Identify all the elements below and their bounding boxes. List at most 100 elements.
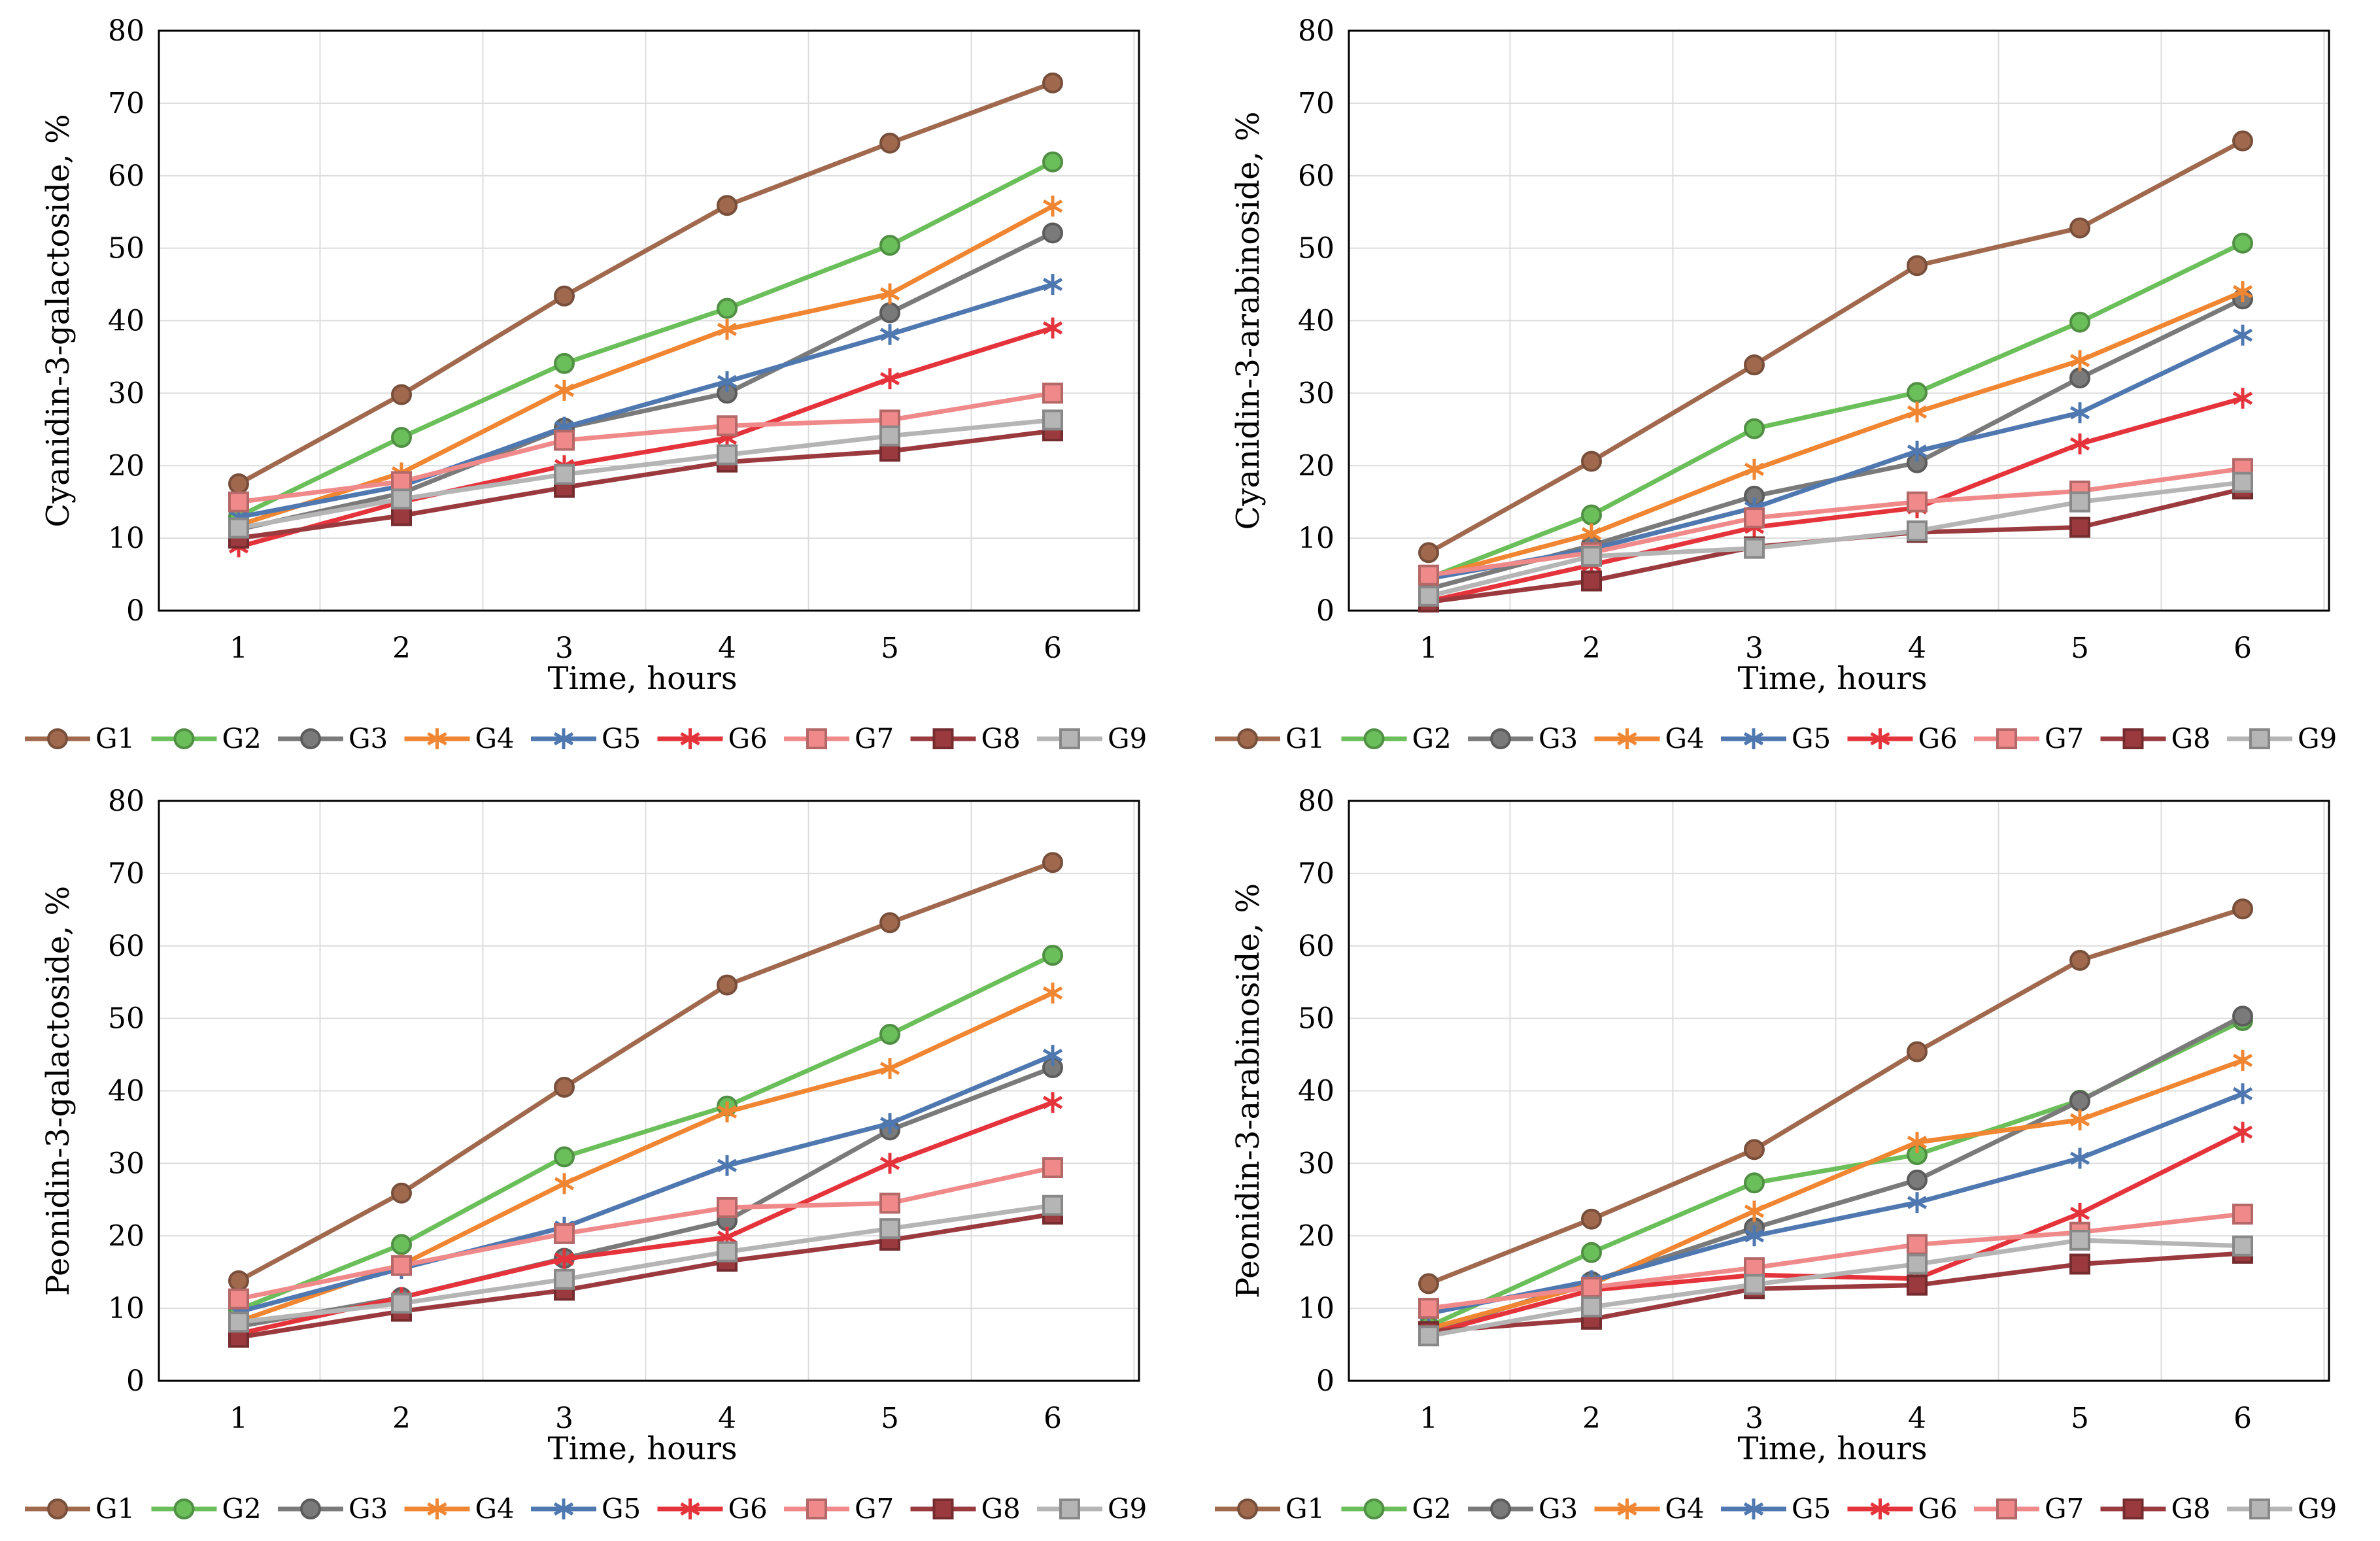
data-point bbox=[391, 1293, 412, 1314]
legend-label: G3 bbox=[348, 1493, 388, 1525]
series-g7 bbox=[228, 382, 1063, 513]
data-point bbox=[2232, 898, 2253, 920]
legend-marker bbox=[1059, 1499, 1080, 1519]
x-tick-label: 6 bbox=[1044, 1402, 1062, 1435]
data-point bbox=[1581, 1242, 1602, 1263]
y-tick-label: 20 bbox=[108, 1219, 144, 1253]
legend-item-g3: G3 bbox=[278, 722, 388, 754]
legend-item-g6: G6 bbox=[1847, 722, 1958, 754]
chart-svg: 0 10 20 30 40 50 60 70 80 1 2 3 4 5 6 Time, hours Cyanid… bbox=[1215, 14, 2337, 754]
data-point bbox=[228, 517, 249, 539]
data-point bbox=[1042, 1157, 1063, 1179]
data-point bbox=[2069, 1202, 2090, 1224]
data-point bbox=[1907, 520, 1928, 542]
legend-item-g6: G6 bbox=[657, 1493, 768, 1525]
legend-marker bbox=[680, 728, 700, 749]
data-point bbox=[391, 505, 412, 526]
legend-marker bbox=[1363, 728, 1385, 749]
x-tick-label: 5 bbox=[881, 1402, 899, 1435]
data-point bbox=[879, 425, 900, 447]
series-line-g1 bbox=[1427, 906, 2244, 1286]
series-g2 bbox=[228, 151, 1063, 527]
legend-marker bbox=[1059, 728, 1080, 749]
legend-marker bbox=[806, 1499, 827, 1519]
data-point bbox=[2232, 1049, 2253, 1071]
series-line-g7 bbox=[1428, 466, 2243, 578]
legend-item-g5: G5 bbox=[1721, 722, 1831, 754]
x-tick-label: 4 bbox=[718, 632, 736, 665]
legend-label: G6 bbox=[1918, 722, 1958, 754]
data-point bbox=[554, 464, 575, 485]
y-tick-label: 10 bbox=[108, 1292, 144, 1325]
x-tick-label: 2 bbox=[1582, 1402, 1601, 1435]
legend-marker bbox=[553, 728, 574, 749]
y-axis-label: Peonidin-3-arabinoside, % bbox=[1230, 883, 1266, 1298]
data-point bbox=[1907, 1253, 1928, 1275]
series-g1 bbox=[1418, 130, 2253, 564]
series-line-g9 bbox=[238, 417, 1053, 531]
legend-marker bbox=[1617, 1499, 1637, 1519]
x-axis-label: Time, hours bbox=[1737, 660, 1927, 697]
data-point bbox=[879, 1024, 900, 1045]
x-tick-label: 2 bbox=[392, 632, 411, 665]
data-point bbox=[1744, 1172, 1765, 1194]
data-point bbox=[391, 488, 412, 510]
series-line-g1 bbox=[237, 860, 1054, 1283]
series-g9 bbox=[1418, 1229, 2253, 1347]
y-tick-label: 10 bbox=[1298, 1292, 1334, 1325]
x-tick-label: 3 bbox=[555, 1402, 573, 1435]
series-g4 bbox=[1418, 281, 2253, 588]
series-line-g5 bbox=[1428, 333, 2244, 581]
data-point bbox=[879, 235, 900, 256]
data-point bbox=[1042, 382, 1063, 404]
legend-label: G6 bbox=[728, 722, 768, 754]
data-point bbox=[228, 1288, 249, 1310]
y-tick-label: 40 bbox=[108, 305, 144, 338]
legend-label: G4 bbox=[1665, 1493, 1705, 1525]
data-point bbox=[1042, 409, 1063, 431]
x-tick-label: 5 bbox=[2071, 632, 2089, 665]
data-point bbox=[391, 1234, 412, 1255]
legend-marker bbox=[2249, 1499, 2270, 1519]
y-tick-label: 50 bbox=[108, 232, 144, 265]
data-point bbox=[1907, 401, 1928, 423]
x-tick-label: 6 bbox=[2234, 1402, 2252, 1435]
data-point bbox=[2069, 1091, 2090, 1112]
y-axis-label: Peonidin-3-galactoside, % bbox=[40, 886, 76, 1296]
y-tick-label: 20 bbox=[1298, 449, 1334, 483]
data-point bbox=[554, 430, 575, 451]
series-line-g8 bbox=[238, 428, 1053, 541]
plot-frame bbox=[158, 800, 1140, 1382]
data-point bbox=[2069, 433, 2090, 454]
series-g1 bbox=[228, 72, 1063, 494]
legend-label: G2 bbox=[222, 722, 262, 754]
data-point bbox=[1744, 537, 1765, 559]
data-point bbox=[879, 1153, 900, 1174]
data-point bbox=[391, 1182, 412, 1204]
legend-item-g7: G7 bbox=[784, 1493, 894, 1525]
data-point bbox=[1418, 564, 1439, 586]
legend-marker bbox=[1237, 1499, 1258, 1519]
data-point bbox=[1744, 458, 1765, 480]
legend-marker bbox=[2122, 728, 2144, 749]
x-tick-label: 3 bbox=[555, 632, 573, 665]
y-tick-label: 20 bbox=[108, 449, 144, 483]
legend-marker bbox=[1617, 728, 1637, 749]
series-line-g7 bbox=[238, 390, 1053, 505]
series-line-g9 bbox=[238, 1203, 1053, 1325]
legend-item-g5: G5 bbox=[1721, 1493, 1831, 1525]
data-point bbox=[554, 1223, 575, 1244]
chart-cyanidin-3-galactoside: 0 10 20 30 40 50 60 70 80 1 2 3 4 5 6 Time, hours Cyanid… bbox=[0, 0, 1190, 770]
data-point bbox=[554, 1076, 575, 1098]
legend-label: G7 bbox=[2045, 722, 2084, 754]
series-line-g3 bbox=[238, 231, 1054, 532]
plot-frame bbox=[158, 29, 1140, 612]
x-tick-label: 1 bbox=[230, 1402, 248, 1435]
x-tick-label: 4 bbox=[1908, 1402, 1926, 1435]
data-point bbox=[1042, 1194, 1063, 1216]
data-point bbox=[1907, 1234, 1928, 1255]
data-point bbox=[391, 1255, 412, 1276]
series-line-g6 bbox=[1428, 396, 2243, 604]
data-point bbox=[1042, 222, 1063, 244]
y-tick-label: 30 bbox=[1298, 1147, 1334, 1180]
